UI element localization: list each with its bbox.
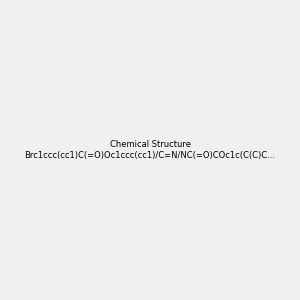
Text: Chemical Structure
Brc1ccc(cc1)C(=O)Oc1ccc(cc1)/C=N/NC(=O)COc1c(C(C)C...: Chemical Structure Brc1ccc(cc1)C(=O)Oc1c… (25, 140, 275, 160)
